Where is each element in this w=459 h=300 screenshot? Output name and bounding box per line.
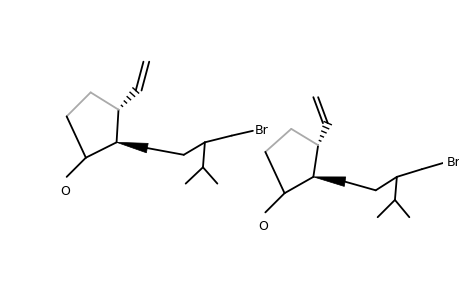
Polygon shape [313, 177, 345, 186]
Text: O: O [258, 220, 268, 233]
Text: Br: Br [446, 156, 459, 169]
Text: O: O [60, 184, 69, 198]
Polygon shape [116, 142, 148, 153]
Text: Br: Br [254, 124, 268, 137]
